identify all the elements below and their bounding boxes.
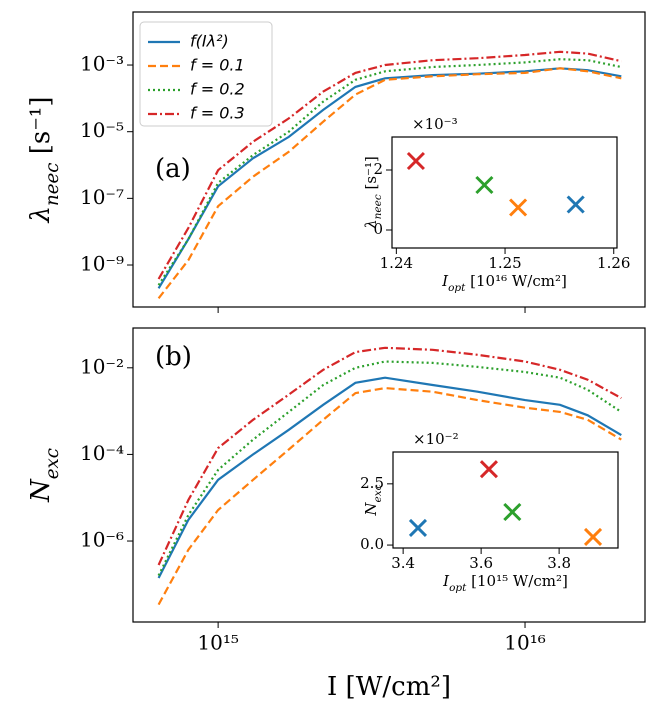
legend-label: f(Iλ²) xyxy=(190,32,229,51)
marker-x xyxy=(406,151,425,171)
marker-stroke xyxy=(408,518,428,537)
axis-label: Nexc xyxy=(362,484,384,516)
x-tick-label: 10¹⁵ xyxy=(197,631,238,655)
marker-stroke xyxy=(566,195,585,214)
marker-x xyxy=(509,198,528,217)
label-part: λ xyxy=(362,219,380,230)
label-part: I xyxy=(441,272,449,290)
label-part: N xyxy=(362,502,380,517)
offset-text: ×10⁻² xyxy=(413,430,459,448)
marker-x xyxy=(503,502,522,522)
label-part: [10¹⁶ W/cm²] xyxy=(465,272,566,290)
marker-stroke xyxy=(503,502,522,522)
y-tick-label: 10⁻⁶ xyxy=(80,528,124,552)
label-part: exc xyxy=(42,448,63,479)
y-tick-label: 10⁻⁷ xyxy=(80,185,124,209)
series-line xyxy=(157,50,622,280)
marker-stroke xyxy=(583,527,603,547)
panel-label: (b) xyxy=(155,342,192,372)
x-tick-label: 3.4 xyxy=(391,554,415,572)
label-part: λ xyxy=(26,206,56,223)
label-part: opt xyxy=(449,582,467,594)
y-tick-label: 2 xyxy=(373,160,383,178)
marker-stroke xyxy=(406,151,425,171)
label-part: neec xyxy=(372,194,384,219)
label-part: N xyxy=(26,478,56,503)
series-line xyxy=(157,386,622,606)
marker-stroke xyxy=(509,198,528,217)
series-line xyxy=(157,346,622,566)
label-part: [s⁻¹] xyxy=(26,97,56,163)
offset-text: ×10⁻³ xyxy=(412,115,458,133)
y-tick-label: 2.5 xyxy=(360,474,384,492)
marker-stroke xyxy=(475,175,494,195)
label-part: I xyxy=(442,572,450,590)
x-axis-label: I [W/cm²] xyxy=(327,672,451,702)
axes-frame xyxy=(391,136,618,249)
series-line xyxy=(157,58,622,286)
marker-x xyxy=(479,460,498,479)
legend-box xyxy=(139,21,273,127)
series-line xyxy=(157,376,622,579)
label-part: [s⁻¹] xyxy=(362,156,380,194)
legend-label: f = 0.3 xyxy=(190,104,245,123)
x-tick-label: 1.24 xyxy=(380,254,413,272)
y-tick-label: 10⁻⁴ xyxy=(80,441,124,465)
label-part: exc xyxy=(372,484,384,502)
x-tick-label: 10¹⁶ xyxy=(504,631,545,655)
x-tick-label: 1.26 xyxy=(597,254,630,272)
marker-stroke xyxy=(479,460,498,479)
label-part: neec xyxy=(42,163,63,206)
y-tick-label: 10⁻⁵ xyxy=(80,118,124,142)
series-line xyxy=(157,67,622,289)
y-tick-label: 0.0 xyxy=(360,535,384,553)
label-part: opt xyxy=(448,282,466,294)
marker-x xyxy=(583,527,603,547)
axes-frame xyxy=(392,451,619,549)
x-tick-label: 3.8 xyxy=(547,554,571,572)
marker-x xyxy=(475,175,494,195)
y-tick-label: 10⁻³ xyxy=(80,52,124,76)
label-part: [10¹⁵ W/cm²] xyxy=(466,572,567,590)
legend-label: f = 0.2 xyxy=(190,80,245,99)
axis-label: λneec [s⁻¹] xyxy=(26,97,63,224)
x-tick-label: 1.25 xyxy=(488,254,521,272)
marker-x xyxy=(566,195,585,214)
series-line xyxy=(157,67,622,299)
y-tick-label: 10⁻⁹ xyxy=(80,252,124,276)
x-tick-label: 3.6 xyxy=(469,554,493,572)
axis-label: λneec [s⁻¹] xyxy=(362,156,384,230)
axis-label: Iopt [10¹⁵ W/cm²] xyxy=(442,572,568,594)
axis-label: Iopt [10¹⁶ W/cm²] xyxy=(441,272,567,294)
y-tick-label: 0 xyxy=(373,220,383,238)
y-tick-label: 10⁻² xyxy=(80,354,124,378)
panel-label: (a) xyxy=(155,154,191,184)
legend-label: f = 0.1 xyxy=(190,56,245,75)
axis-label: Nexc xyxy=(26,448,63,503)
marker-x xyxy=(408,518,428,537)
